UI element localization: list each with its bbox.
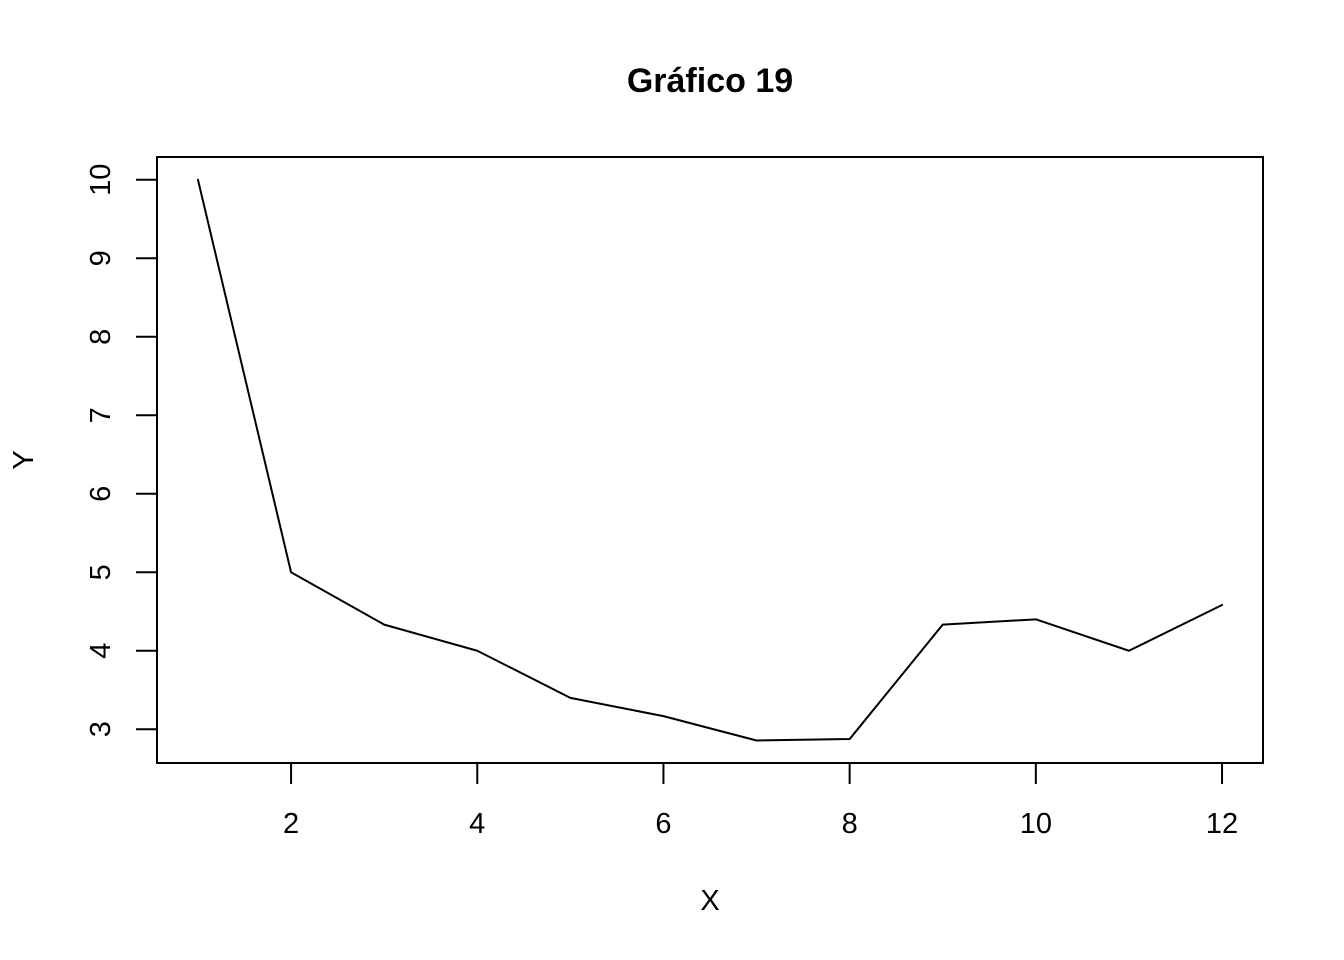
x-tick-label: 4 bbox=[469, 808, 485, 840]
x-tick-label: 12 bbox=[1206, 808, 1238, 840]
y-tick-label: 3 bbox=[85, 721, 117, 737]
y-tick-label: 5 bbox=[85, 564, 117, 580]
chart-title: Gráfico 19 bbox=[627, 62, 793, 100]
x-axis-label: X bbox=[700, 885, 719, 917]
y-tick-label: 7 bbox=[85, 407, 117, 423]
y-tick-label: 6 bbox=[85, 486, 117, 502]
series-group bbox=[196, 178, 1224, 742]
x-axis: 2 4 6 8 10 12 bbox=[283, 762, 1238, 840]
y-tick-label: 8 bbox=[85, 329, 117, 345]
y-tick-label: 10 bbox=[85, 164, 117, 196]
y-tick-label: 9 bbox=[85, 250, 117, 266]
x-tick-label: 6 bbox=[655, 808, 671, 840]
x-tick-label: 10 bbox=[1020, 808, 1052, 840]
x-tick-label: 8 bbox=[842, 808, 858, 840]
series-line bbox=[196, 178, 1224, 742]
y-axis-label: Y bbox=[8, 450, 40, 469]
y-axis: 3 4 5 6 7 8 9 10 bbox=[85, 164, 158, 737]
y-tick-label: 4 bbox=[85, 643, 117, 659]
x-tick-label: 2 bbox=[283, 808, 299, 840]
plot-frame bbox=[156, 156, 1264, 764]
